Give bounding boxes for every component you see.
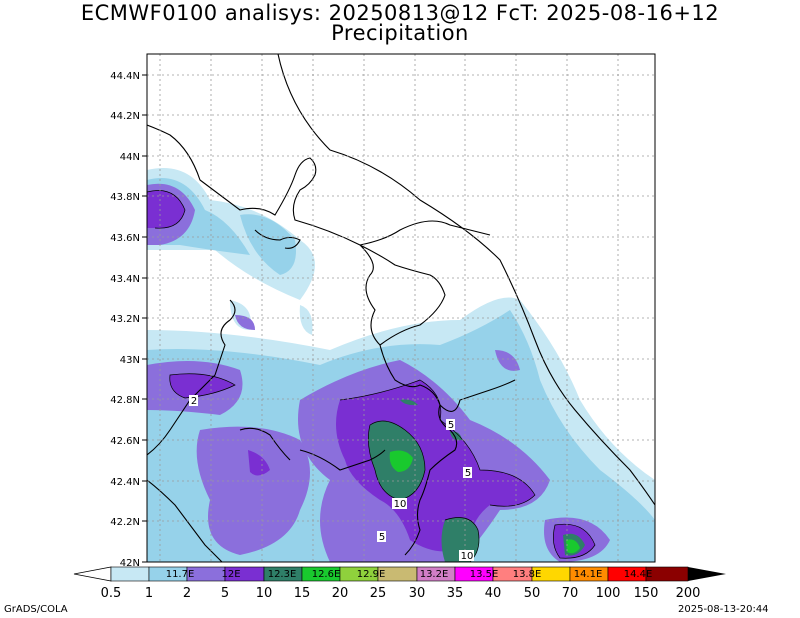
lon-label: 11.7E	[166, 569, 195, 580]
colorbar-level: 2	[183, 586, 191, 601]
lon-label: 14.4E	[624, 569, 653, 580]
colorbar-level: 40	[485, 586, 502, 601]
colorbar-level: 200	[676, 586, 701, 601]
colorbar-level: 70	[562, 586, 579, 601]
contour-label: 5	[379, 532, 385, 543]
lon-labels: 11.7E 12E 12.3E 12.6E 12.9E 13.2E 13.5E …	[166, 569, 653, 580]
lat-label: 43.2N	[110, 314, 140, 325]
colorbar-level: 5	[221, 586, 229, 601]
lat-label: 44.4N	[110, 71, 140, 82]
colorbar-level: 10	[256, 586, 273, 601]
colorbar-level: 1	[145, 586, 153, 601]
contour-label: 2	[191, 396, 197, 407]
lon-label: 13.8E	[513, 569, 542, 580]
colorbar-level: 0.5	[101, 586, 122, 601]
lon-label: 12.3E	[268, 569, 297, 580]
lat-label: 42.8N	[110, 395, 140, 406]
contour-value-labels: 2 5 5 5 10 10	[189, 395, 474, 562]
contour-label: 5	[465, 468, 471, 479]
colorbar-level: 100	[596, 586, 621, 601]
colorbar-level-labels: 0.5 1 2 5 10 15 20 25 30 35 40 50 70 100…	[101, 586, 701, 601]
lat-label: 43N	[120, 355, 140, 366]
lat-label: 44.2N	[110, 111, 140, 122]
lon-label: 12.9E	[357, 569, 386, 580]
lon-label: 13.5E	[470, 569, 499, 580]
lat-labels: 44.4N 44.2N 44N 43.8N 43.6N 43.4N 43.2N …	[110, 71, 140, 569]
colorbar-level: 30	[409, 586, 426, 601]
colorbar-arrow-left	[73, 566, 112, 582]
lat-label: 42N	[120, 558, 140, 569]
colorbar-level: 15	[294, 586, 311, 601]
plot-frame	[146, 53, 656, 563]
boundaries	[147, 54, 655, 562]
lat-label: 43.4N	[110, 274, 140, 285]
lat-label: 42.2N	[110, 517, 140, 528]
precipitation-field	[147, 168, 655, 562]
colorbar-level: 20	[332, 586, 349, 601]
colorbar: 11.7E 12E 12.3E 12.6E 12.9E 13.2E 13.5E …	[73, 566, 726, 601]
lat-label: 44N	[120, 152, 140, 163]
map-title: ECMWF0100 analisys: 20250813@12 FcT: 202…	[80, 1, 720, 25]
lon-label: 13.2E	[420, 569, 449, 580]
lat-label: 43.8N	[110, 192, 140, 203]
lon-label: 12E	[221, 569, 240, 580]
contour-label: 5	[448, 420, 454, 431]
colorbar-level: 50	[524, 586, 541, 601]
footer-credit: GrADS/COLA	[4, 604, 68, 615]
map-subtitle: Precipitation	[331, 21, 469, 45]
lat-label: 42.4N	[110, 477, 140, 488]
contour-label: 10	[394, 499, 407, 510]
contour-label: 10	[461, 551, 474, 562]
lat-label: 43.6N	[110, 233, 140, 244]
footer-timestamp: 2025-08-13-20:44	[678, 604, 769, 615]
colorbar-level: 25	[370, 586, 387, 601]
lon-label: 14.1E	[574, 569, 603, 580]
colorbar-level: 35	[447, 586, 464, 601]
lon-label: 12.6E	[312, 569, 341, 580]
colorbar-level: 150	[634, 586, 659, 601]
colorbar-arrow-right	[688, 567, 726, 581]
lat-label: 42.6N	[110, 436, 140, 447]
